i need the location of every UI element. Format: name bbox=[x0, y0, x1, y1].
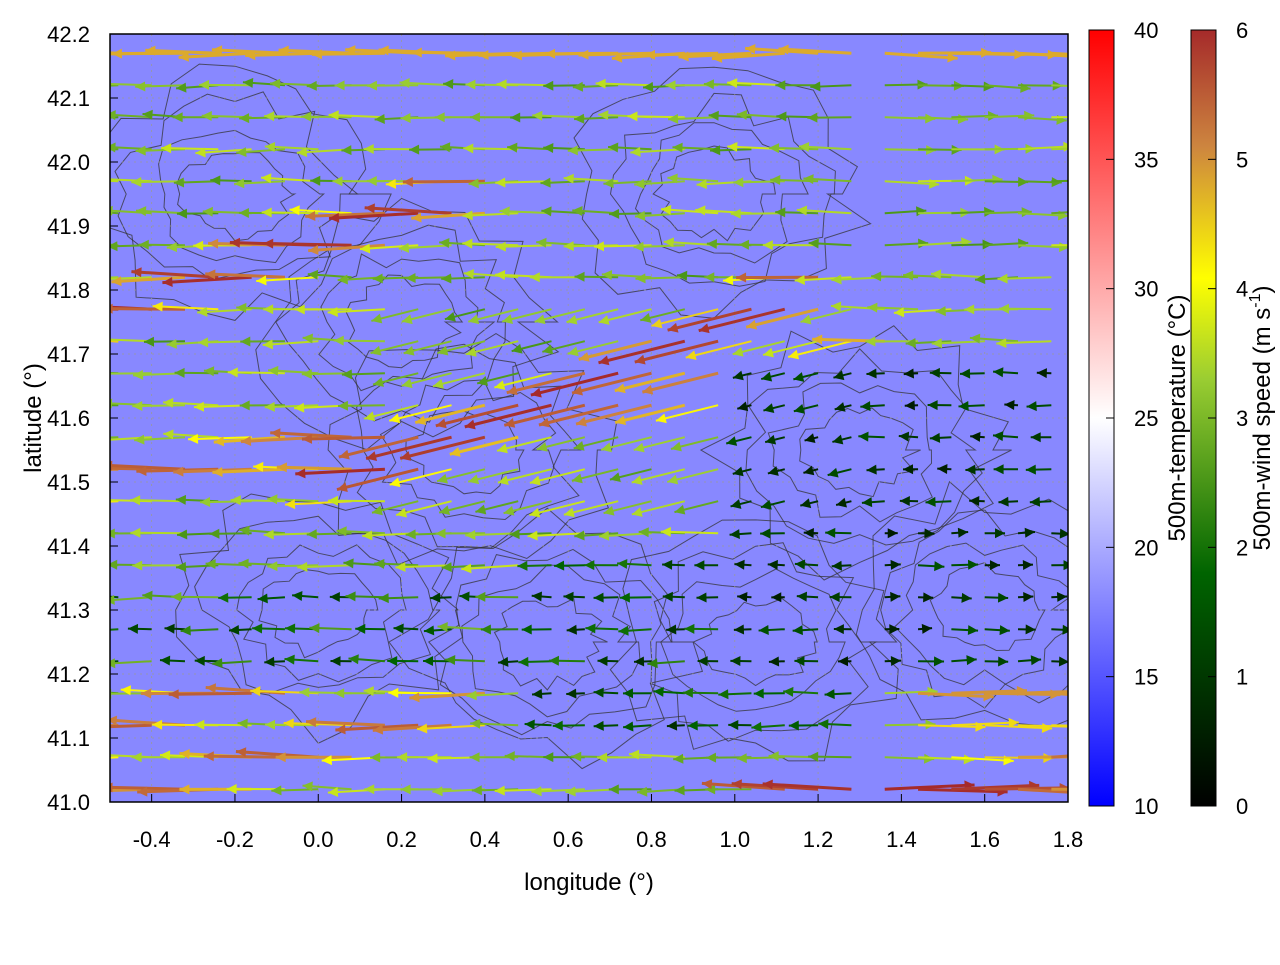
y-tick-label: 41.9 bbox=[47, 214, 90, 239]
x-tick-label: 1.8 bbox=[1053, 827, 1084, 852]
colorbar-tick-label: 20 bbox=[1134, 535, 1158, 560]
colorbar-tick-label: 3 bbox=[1236, 406, 1248, 431]
x-tick-label: 1.0 bbox=[719, 827, 750, 852]
x-tick-label: 0.6 bbox=[553, 827, 584, 852]
x-tick-label: 1.6 bbox=[969, 827, 1000, 852]
y-tick-label: 42.0 bbox=[47, 150, 90, 175]
x-tick-label: 1.4 bbox=[886, 827, 917, 852]
x-tick-label: 0.0 bbox=[303, 827, 334, 852]
y-tick-label: 42.1 bbox=[47, 86, 90, 111]
colorbar-tick-label: 15 bbox=[1134, 665, 1158, 690]
wind-arrow bbox=[49, 332, 118, 342]
y-tick-label: 41.8 bbox=[47, 278, 90, 303]
colorbar-tick-label: 25 bbox=[1134, 406, 1158, 431]
y-tick-label: 41.5 bbox=[47, 470, 90, 495]
wind-arrow bbox=[53, 499, 119, 509]
y-tick-label: 41.7 bbox=[47, 342, 90, 367]
y-tick-label: 41.3 bbox=[47, 598, 90, 623]
x-tick-label: 0.2 bbox=[386, 827, 417, 852]
y-tick-label: 41.4 bbox=[47, 534, 90, 559]
temperature-colorbar-label: 500m-temperature (°C) bbox=[1164, 294, 1191, 541]
y-tick-label: 41.1 bbox=[47, 726, 90, 751]
x-axis-label: longitude (°) bbox=[524, 869, 654, 896]
wind-arrow bbox=[54, 756, 118, 766]
wind-label-end: ) bbox=[1249, 286, 1276, 294]
y-axis: 41.0 41.1 41.2 41.3 41.4 41.5 41.6 41.7 41.8 41.9… bbox=[47, 22, 118, 815]
x-tick-label: -0.2 bbox=[216, 827, 254, 852]
colorbar-tick-label: 6 bbox=[1236, 18, 1248, 43]
wind-arrow bbox=[33, 303, 118, 313]
y-tick-label: 41.0 bbox=[47, 790, 90, 815]
temperature-colorbar: 10 15 20 25 30 35 40 500m-temperature (°C) bbox=[1089, 18, 1191, 819]
colorbar-tick-label: 1 bbox=[1236, 665, 1248, 690]
colorbar-tick-label: 2 bbox=[1236, 535, 1248, 560]
x-tick-label: 0.4 bbox=[470, 827, 501, 852]
colorbar-tick-label: 0 bbox=[1236, 794, 1248, 819]
colorbar-tick-label: 30 bbox=[1134, 277, 1158, 302]
colorbar-tick-label: 5 bbox=[1236, 147, 1248, 172]
x-tick-label: -0.4 bbox=[133, 827, 171, 852]
colorbar-tick-label: 40 bbox=[1134, 18, 1158, 43]
wind-label-main: 500m-wind speed (m s bbox=[1249, 308, 1276, 551]
y-tick-label: 42.2 bbox=[47, 22, 90, 47]
x-tick-label: 0.8 bbox=[636, 827, 667, 852]
wind-colorbar-label: 500m-wind speed (m s-1) bbox=[1247, 286, 1276, 551]
colorbar-tick-label: 35 bbox=[1134, 147, 1158, 172]
x-tick-label: 1.2 bbox=[803, 827, 834, 852]
y-tick-label: 41.6 bbox=[47, 406, 90, 431]
colorbar-tick-label: 10 bbox=[1134, 794, 1158, 819]
y-tick-label: 41.2 bbox=[47, 662, 90, 687]
y-axis-label: latitude (°) bbox=[20, 363, 47, 473]
wind-label-sup: -1 bbox=[1247, 293, 1264, 307]
